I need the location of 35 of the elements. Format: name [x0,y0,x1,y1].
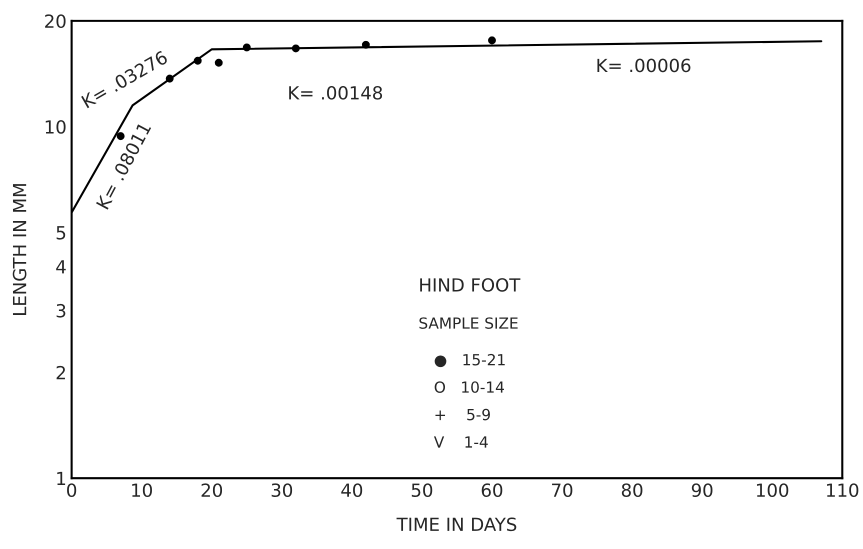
y-tick-label: 5 [56,226,66,240]
x-tick-label: 0 [67,483,76,498]
point [194,56,202,65]
x-tick-label: 90 [692,483,712,498]
annotation: + 5-9 [435,408,490,420]
x-tick-label: 50 [412,483,432,498]
y-tick-label: 10 [46,120,66,134]
y-tick-label: 20 [45,14,66,28]
point [242,44,251,52]
annotation: V 1-4 [434,436,488,448]
y-tick-label: 4 [56,260,66,274]
y-axis-title: LENGTH IN MM [12,184,26,315]
x-tick-label: 70 [552,483,572,498]
annotation: K= .00148 [289,86,382,100]
x-tick-label: 30 [272,483,292,498]
x-tick-label: 10 [132,483,152,498]
y-tick-label: 2 [56,366,65,380]
point [292,44,300,52]
point [488,36,496,44]
annotation: SAMPLE SIZE [419,317,518,329]
y-tick-label: 1 [57,472,66,486]
x-tick-label: 100 [756,483,788,498]
x-tick-label: 110 [827,483,858,498]
x-tick-label: 80 [622,483,642,498]
y-tick-label: 3 [56,304,66,318]
annotation: HIND FOOT [420,278,520,292]
x-tick-label: 20 [202,483,222,498]
annotation: K= .00006 [597,58,690,72]
x-axis-title: TIME IN DAYS [396,518,516,532]
point [214,58,223,67]
x-tick-label: 40 [341,483,362,498]
point [362,40,370,49]
annotation: ● 15-21 [434,354,505,368]
x-tick-label: 60 [482,483,502,498]
annotation: O 10-14 [434,381,504,393]
